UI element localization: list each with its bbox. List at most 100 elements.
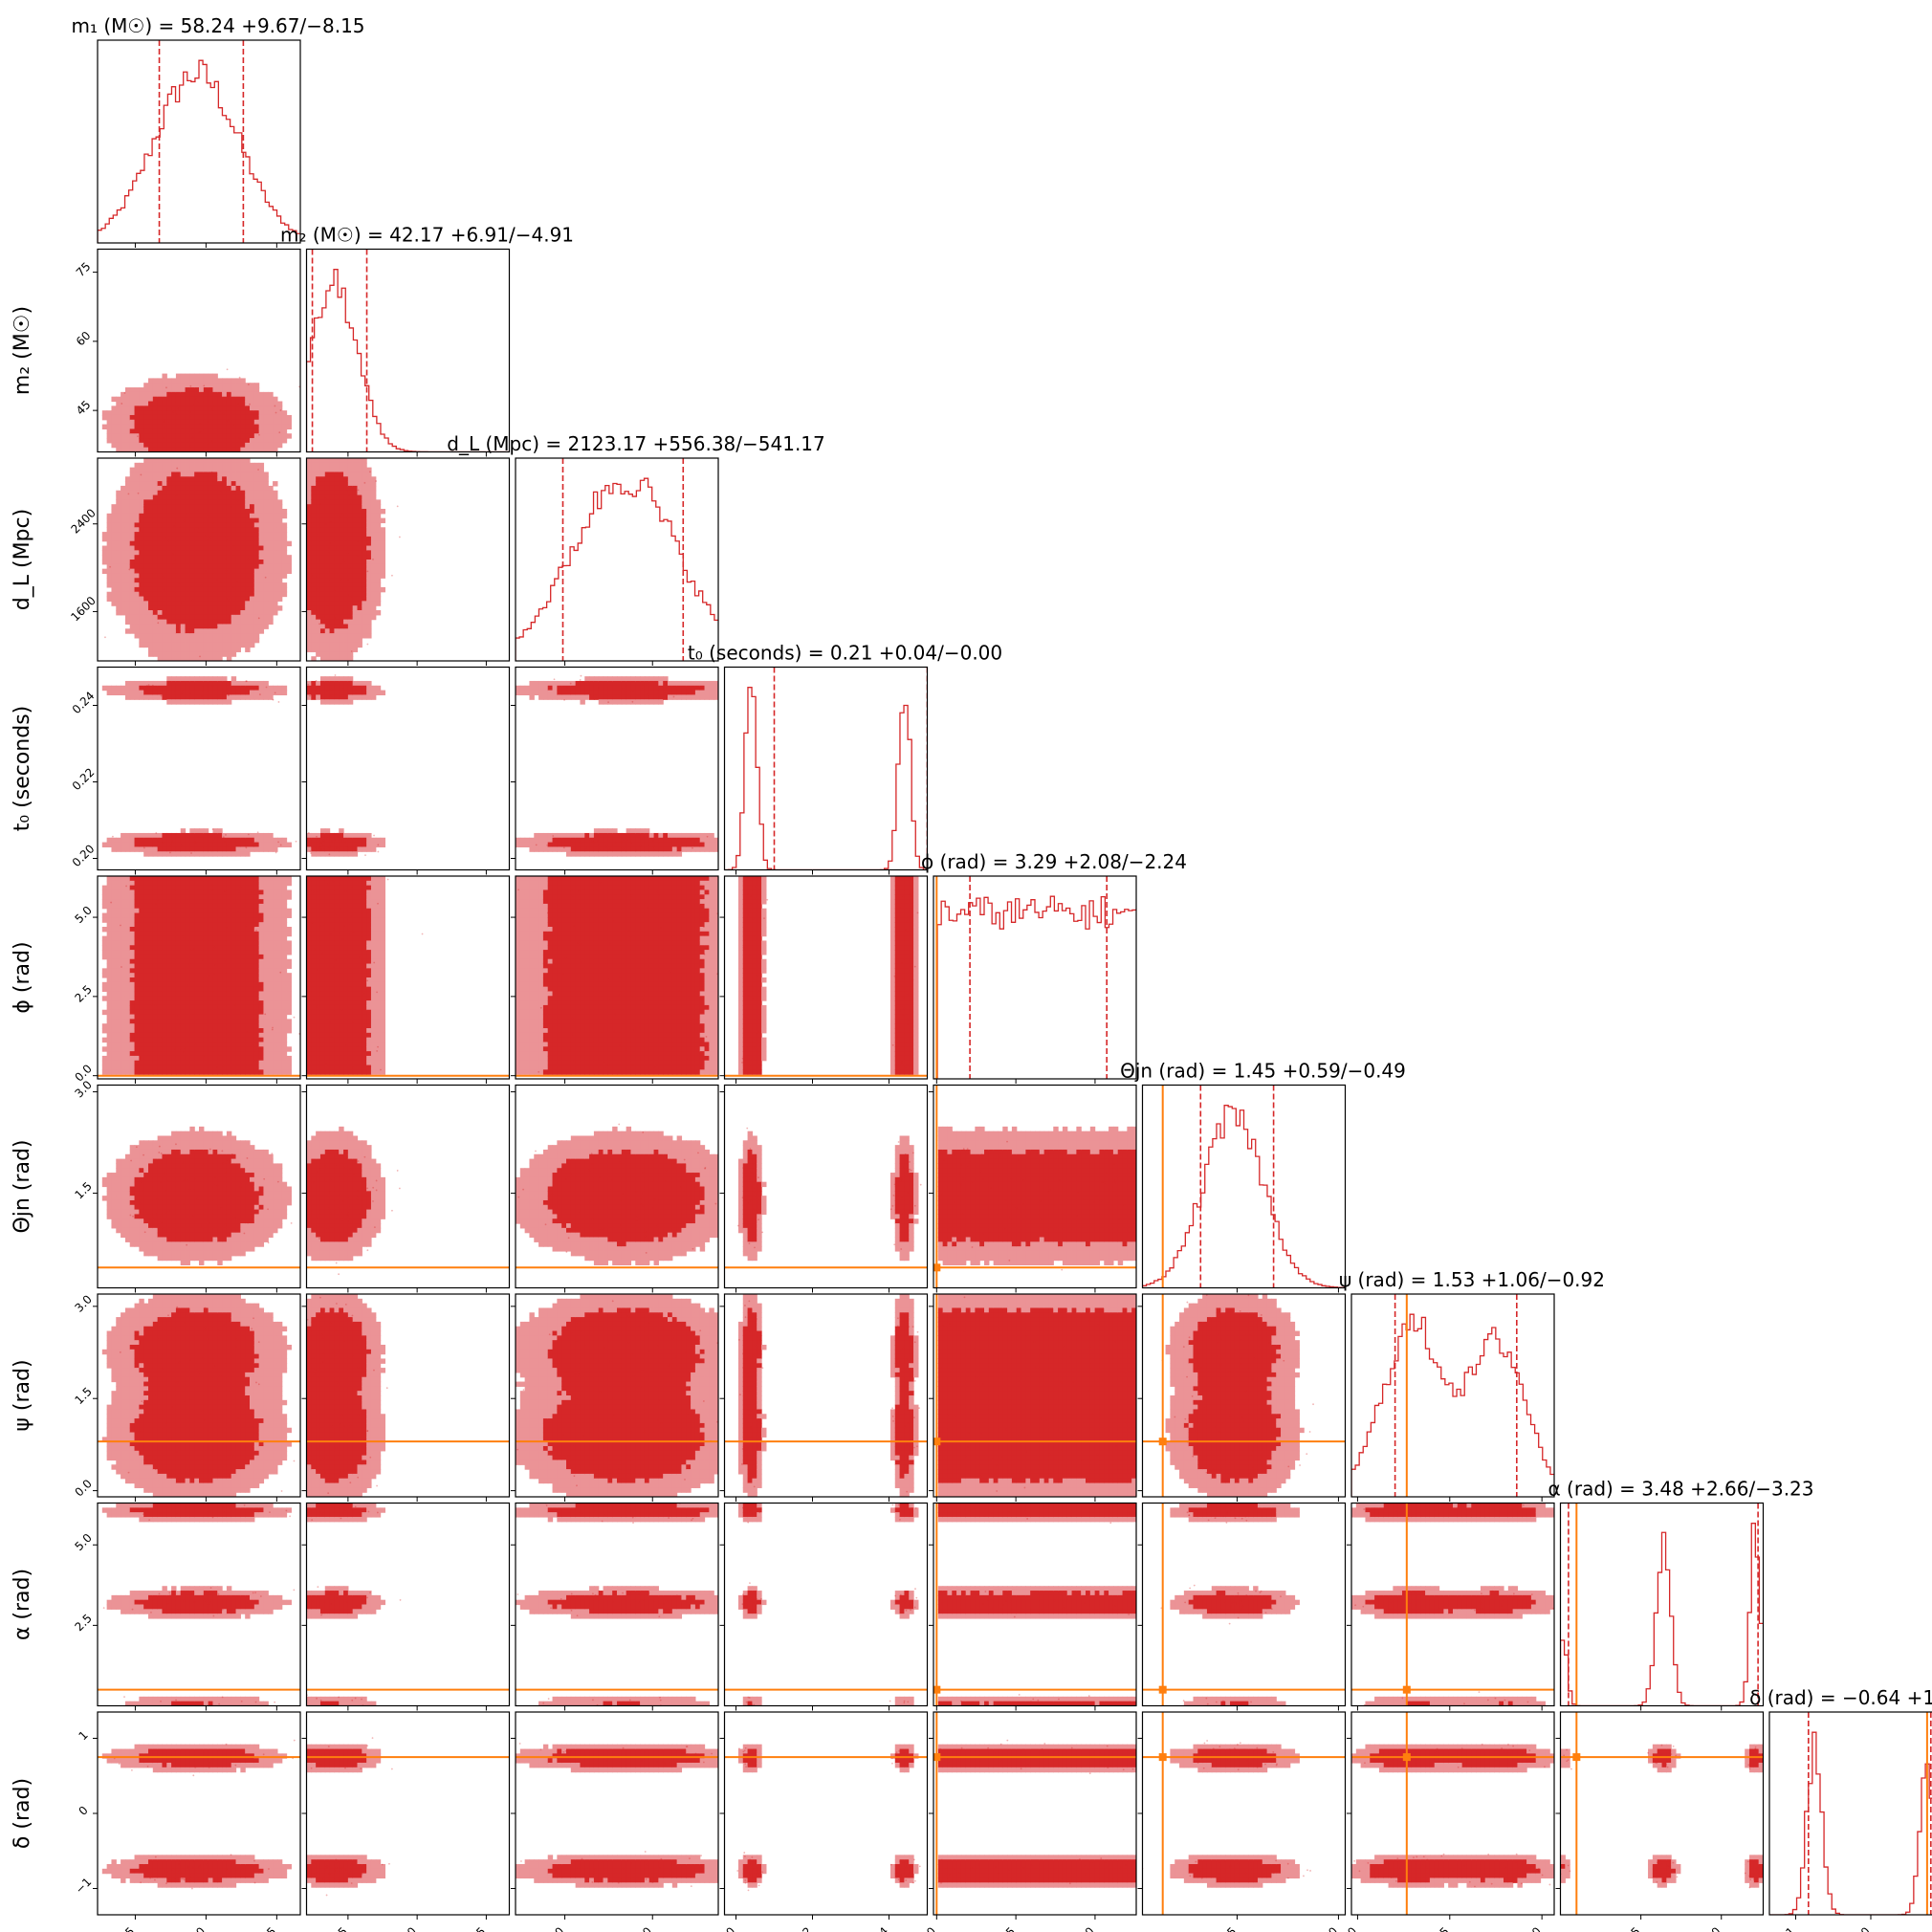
panel-frame [515, 1084, 719, 1289]
y-axis-label-m2: m₂ (M☉) [11, 306, 34, 395]
panel-frame [1141, 1502, 1347, 1707]
panel-frame [933, 1502, 1137, 1707]
panel-phi-psi [929, 1293, 1137, 1502]
panel-m1-m2: 45 60 75 m₂ (M☉) [11, 248, 301, 457]
panel-m2-dL [301, 457, 511, 666]
x-tick-label: 2.5 [1620, 1924, 1642, 1932]
panel-frame [97, 1084, 301, 1289]
panel-frame [933, 875, 1137, 1080]
y-tick-label: 2.5 [72, 1612, 94, 1634]
x-tick-label: 75 [469, 1924, 489, 1932]
y-tick-label: 0.20 [70, 842, 98, 869]
x-tick-label: 0.20 [711, 1924, 738, 1932]
panel-frame [1768, 1711, 1932, 1916]
x-tick-label: 0.24 [864, 1924, 891, 1932]
panel-alpha-delta: 2.55.0α (rad) [1555, 1711, 1765, 1932]
x-tick-label: 0.0 [1337, 1924, 1359, 1932]
panel-dL-phi [511, 875, 719, 1084]
y-tick-label: 3.0 [72, 1078, 94, 1100]
y-tick-label: −1 [73, 1875, 94, 1896]
injection-marker [1402, 1685, 1411, 1694]
panel-frame [515, 1293, 719, 1498]
panel-frame [1350, 1502, 1555, 1707]
panel-phi-alpha [929, 1502, 1137, 1711]
histogram-dL [516, 477, 718, 661]
title-delta: δ (rad) = −0.64 +1.44/−0.19 [1749, 1686, 1932, 1709]
panel-m2-thetajn [301, 1084, 511, 1293]
x-tick-label: 0.0 [916, 1924, 938, 1932]
panel-t0-psi [719, 1293, 929, 1502]
panel-m1-dL: 1600 2400 d_L (Mpc) [11, 457, 301, 666]
injection-marker [933, 1438, 941, 1446]
y-tick-label: 75 [74, 259, 94, 279]
title-dL: d_L (Mpc) = 2123.17 +556.38/−541.17 [447, 432, 825, 455]
y-axis-label-alpha: α (rad) [11, 1569, 34, 1640]
panel-m2-alpha [301, 1502, 511, 1711]
panel-thetajn-psi [1137, 1293, 1347, 1502]
title-thetajn: Θjn (rad) = 1.45 +0.59/−0.49 [1120, 1060, 1406, 1083]
y-tick-label: 3.0 [72, 1292, 94, 1314]
panel-frame [933, 1293, 1137, 1498]
panel-psi-psi: ψ (rad) = 1.53 +1.06/−0.92 [1339, 1268, 1605, 1502]
panel-thetajn-thetajn: Θjn (rad) = 1.45 +0.59/−0.49 [1120, 1060, 1406, 1293]
panel-frame [305, 457, 511, 662]
panel-frame [97, 1502, 301, 1707]
panel-frame [723, 1293, 929, 1498]
panel-frame [305, 1293, 511, 1498]
injection-marker [1402, 1753, 1411, 1762]
panel-frame [97, 457, 301, 662]
x-tick-label: 1.5 [1430, 1924, 1452, 1932]
panel-frame [97, 248, 301, 453]
panel-dL-dL: d_L (Mpc) = 2123.17 +556.38/−541.17 [447, 432, 825, 666]
histogram-thetajn [1142, 1105, 1346, 1288]
x-tick-label: 60 [188, 1924, 209, 1932]
y-tick-label: 5.0 [72, 1531, 94, 1553]
title-m2: m₂ (M☉) = 42.17 +6.91/−4.91 [280, 224, 574, 247]
panel-t0-phi [719, 875, 929, 1084]
x-tick-label: 1.5 [1217, 1924, 1239, 1932]
y-tick-label: 5.0 [72, 904, 94, 926]
x-tick-label: −1 [1776, 1924, 1797, 1932]
panel-frame [1141, 1293, 1347, 1498]
panel-frame [97, 666, 301, 871]
injection-marker [933, 1263, 941, 1272]
histogram-delta [1769, 1731, 1932, 1915]
panel-frame [723, 875, 929, 1080]
panel-dL-alpha [511, 1502, 719, 1711]
panel-m1-alpha: 2.5 5.0 α (rad) [11, 1502, 301, 1711]
y-axis-label-psi: ψ (rad) [11, 1359, 34, 1431]
y-tick-label: 0.22 [70, 765, 98, 793]
y-axis-label-t0: t₀ (seconds) [11, 706, 34, 832]
panel-m1-thetajn: 1.5 3.0 Θjn (rad) [11, 1078, 301, 1293]
x-tick-label: 60 [400, 1924, 420, 1932]
panel-frame [97, 1293, 301, 1498]
y-axis-label-thetajn: Θjn (rad) [11, 1139, 34, 1233]
x-tick-label: 1600 [537, 1924, 566, 1932]
title-psi: ψ (rad) = 1.53 +1.06/−0.92 [1339, 1268, 1605, 1291]
y-axis-label-phi: ϕ (rad) [11, 941, 34, 1013]
histogram-alpha [1560, 1523, 1764, 1706]
panel-t0-t0: t₀ (seconds) = 0.21 +0.04/−0.00 [688, 642, 1002, 875]
y-tick-label: 1.5 [72, 1385, 94, 1407]
y-tick-label: 1.5 [72, 1179, 94, 1201]
y-tick-label: 0.24 [70, 689, 98, 716]
y-tick-label: 45 [74, 398, 94, 418]
x-tick-label: 45 [118, 1924, 138, 1932]
panel-frame [1559, 1502, 1765, 1707]
panel-t0-thetajn [719, 1084, 929, 1293]
y-axis-label-dL: d_L (Mpc) [11, 509, 34, 610]
panel-frame [933, 1084, 1137, 1289]
panel-frame [723, 666, 929, 871]
panel-psi-delta: 0.01.53.0ψ (rad) [1337, 1711, 1555, 1932]
panel-frame [515, 666, 719, 871]
y-axis-label-delta: δ (rad) [11, 1778, 34, 1849]
y-tick-label: 2.5 [72, 982, 94, 1004]
panel-frame [305, 1084, 511, 1289]
injection-marker [933, 1685, 941, 1694]
panel-psi-alpha [1347, 1502, 1555, 1711]
title-alpha: α (rad) = 3.48 +2.66/−3.23 [1548, 1478, 1814, 1501]
panel-m2-m2: m₂ (M☉) = 42.17 +6.91/−4.91 [280, 224, 574, 457]
